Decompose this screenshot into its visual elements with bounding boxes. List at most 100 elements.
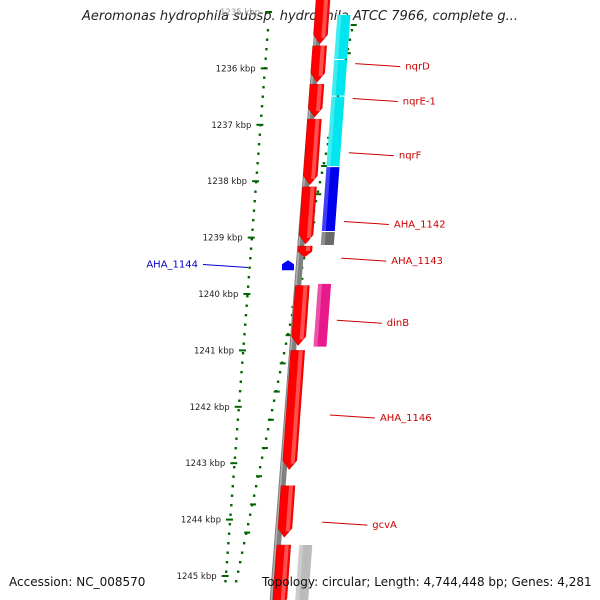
gene-label[interactable]: AHA_1143 [391,256,443,267]
track-dot [260,456,264,459]
scale-dot [245,304,248,307]
label-leader [341,257,387,262]
annotation-block[interactable] [326,96,345,167]
topology-text: Topology: circular; Length: 4,744,448 bp… [262,575,592,589]
scale-dot [252,219,255,222]
track-dot [238,561,242,564]
cds-shine [290,350,303,464]
track-dot [258,466,262,469]
accession-text: Accession: NC_008570 [9,575,146,589]
gene-label[interactable]: AHA_1146 [380,413,432,424]
annotation-block[interactable] [321,167,340,231]
cds-shine [315,84,322,112]
annotation-shine [334,14,342,59]
label-leader [202,263,249,268]
track-dot [246,523,250,526]
scale-dot [260,114,263,117]
label-leader [352,98,398,103]
scale-dot [249,247,253,250]
scale-dot [227,542,230,545]
scale-dot [237,409,240,412]
scale-dot [261,95,264,98]
track-dot [240,551,244,554]
scale-dot [238,390,242,393]
track-dot [272,399,276,402]
track-dot [320,171,324,174]
scale-dot [253,200,256,203]
cds-shine [321,0,329,38]
scale-dot [233,456,237,459]
track-dot [348,38,352,41]
scale-dot [247,276,251,279]
scale-dot [252,209,256,212]
scale-dot [224,580,227,583]
annotation-shine [313,283,323,347]
scale-dot [255,171,259,174]
annotation-block[interactable] [334,14,351,59]
scale-tick-label: 1240 kbp [198,290,238,300]
scale-dot [260,105,264,108]
gene-label[interactable]: nqrE-1 [403,97,436,108]
scale-tick-label: 1239 kbp [203,234,243,244]
scale-ticks: 1235 kbp 1236 kbp 1237 kbp 1238 kbp 1239 kbp… [177,8,357,583]
track-dot [254,485,258,488]
scale-dot [228,523,232,526]
gene-tracks[interactable] [272,0,351,600]
track-dot [234,580,238,583]
scale-dot [230,494,234,497]
cds-shine [299,285,308,340]
annotation-block[interactable] [320,231,335,246]
track-dot [326,143,330,146]
label-leader [336,319,382,324]
scale-tick-label: 1235 kbp [220,8,260,18]
annotation-block[interactable] [331,59,348,96]
label-leader [348,152,394,157]
selected-gene-marker[interactable] [282,260,294,271]
scale-tick-label: 1243 kbp [185,459,225,469]
gene-label-selected[interactable]: AHA_1144 [146,259,198,270]
track-dot [266,428,270,431]
track-dot [316,190,320,193]
scale-dot [254,190,257,193]
scale-dot [234,447,237,450]
gene-label[interactable]: nqrD [405,62,430,73]
scale-dot [256,162,259,165]
gene-label[interactable]: AHA_1142 [394,220,446,231]
scale-dot [258,133,262,136]
scale-tick-label: 1245 kbp [177,572,217,582]
scale-tick-label: 1242 kbp [190,403,230,413]
label-leader [322,521,368,526]
label-leader [329,414,376,419]
scale-dot [238,399,241,402]
scale-dot [243,333,246,336]
track-dot [282,352,286,355]
scale-dot [240,371,243,374]
cds-shine [280,544,289,600]
gene-label[interactable]: nqrF [399,151,422,162]
map-title: Aeromonas hydrophila subsp. hydrophila A… [81,9,519,24]
annotation-block[interactable] [313,283,332,347]
annotation-shine [295,544,304,600]
scale-dot [241,361,244,364]
annotation-shine [326,96,336,167]
scale-dot [242,342,245,345]
scale-tick-label: 1237 kbp [211,121,251,131]
cds-shine [305,246,311,252]
gene-label[interactable]: gcvA [372,520,397,531]
scale-dot [263,76,266,79]
scale-dot [236,418,240,421]
scale-dot [266,29,270,32]
scale-tick-label: 1236 kbp [216,64,256,74]
gene-labels[interactable]: nqrD nqrE-1 nqrF AHA_1142 AHA_1143 AHA_1144di… [146,62,445,532]
scale-dot [241,352,245,355]
annotation-block[interactable] [295,544,313,600]
label-leader [343,221,389,225]
scale-dot [249,257,252,260]
gene-label[interactable]: dinB [387,318,409,329]
scale-dot [257,143,261,146]
scale-dot [246,295,249,298]
scale-dot [230,504,233,507]
track-dot [252,494,256,497]
cds-shine [318,45,325,77]
